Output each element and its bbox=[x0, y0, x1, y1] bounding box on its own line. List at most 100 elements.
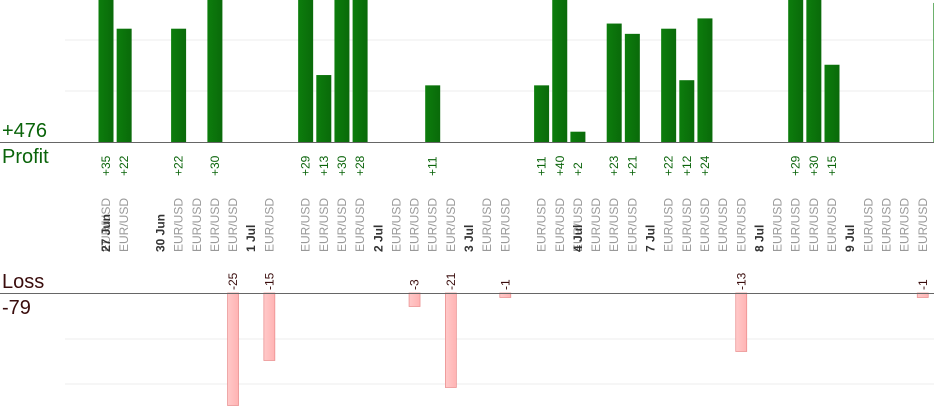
trade-pair-label: EUR/USD bbox=[408, 198, 422, 252]
trade-pair-label: EUR/USD bbox=[99, 198, 113, 252]
trade-pair-label: EUR/USD bbox=[680, 198, 694, 252]
profit-bar bbox=[697, 18, 713, 142]
trade-pair-label: EUR/USD bbox=[389, 198, 403, 252]
trade-pair-label: EUR/USD bbox=[480, 198, 494, 252]
trade-pair-label: EUR/USD bbox=[625, 198, 639, 252]
profit-value-label: +21 bbox=[625, 155, 639, 176]
profit-value-label: +2 bbox=[571, 162, 585, 176]
profit-bar bbox=[679, 80, 695, 142]
date-label: 2 Jul bbox=[371, 225, 385, 252]
date-label: 3 Jul bbox=[462, 225, 476, 252]
loss-value-label: -3 bbox=[408, 279, 422, 290]
loss-value-label: -1 bbox=[498, 279, 512, 290]
profit-value-label: +22 bbox=[172, 155, 186, 176]
trade-pair-label: EUR/USD bbox=[771, 198, 785, 252]
trade-pair-label: EUR/USD bbox=[662, 198, 676, 252]
profit-bar bbox=[606, 23, 622, 142]
trade-pair-label: EUR/USD bbox=[426, 198, 440, 252]
profit-bar bbox=[207, 0, 223, 142]
trade-pair-label: EUR/USD bbox=[916, 198, 930, 252]
loss-value-label: -15 bbox=[262, 272, 276, 290]
trade-pair-label: EUR/USD bbox=[607, 198, 621, 252]
profit-value-label: +29 bbox=[789, 155, 803, 176]
trade-pair-label: EUR/USD bbox=[208, 198, 222, 252]
profit-bar bbox=[806, 0, 822, 142]
trade-pair-label: EUR/USD bbox=[571, 198, 585, 252]
date-label: 30 Jun bbox=[153, 214, 167, 252]
profit-bar bbox=[316, 75, 332, 142]
profit-bar bbox=[298, 0, 314, 142]
trade-pair-label: EUR/USD bbox=[734, 198, 748, 252]
profit-bar bbox=[425, 85, 441, 142]
trade-pair-label: EUR/USD bbox=[825, 198, 839, 252]
date-label: 8 Jul bbox=[752, 225, 766, 252]
loss-value-label: -13 bbox=[734, 272, 748, 290]
trade-pair-label: EUR/USD bbox=[861, 198, 875, 252]
trade-bars bbox=[98, 0, 934, 406]
profit-bar bbox=[352, 0, 368, 142]
profit-value-label: +28 bbox=[353, 155, 367, 176]
trade-pair-label: EUR/USD bbox=[807, 198, 821, 252]
date-label: 27 Jun bbox=[99, 214, 113, 252]
profit-value-label: +11 bbox=[426, 156, 440, 176]
loss-bar bbox=[735, 292, 748, 352]
baselines bbox=[0, 142, 934, 294]
profit-label: Profit bbox=[2, 146, 49, 168]
date-label: 9 Jul bbox=[843, 225, 857, 252]
trade-pair-label: EUR/USD bbox=[879, 198, 893, 252]
trade-pair-label: EUR/USD bbox=[353, 198, 367, 252]
loss-bar bbox=[445, 292, 457, 388]
profit-value-label: +29 bbox=[299, 155, 313, 176]
profit-bar bbox=[334, 0, 350, 142]
profit-bar bbox=[116, 28, 132, 143]
profit-value-label: +13 bbox=[317, 155, 331, 176]
profit-bar bbox=[788, 0, 804, 142]
profit-value-label: +35 bbox=[99, 155, 113, 176]
loss-value-label: -21 bbox=[444, 272, 458, 290]
trade-pair-label: EUR/USD bbox=[589, 198, 603, 252]
trade-pair-label: EUR/USD bbox=[299, 198, 313, 252]
profit-value-label: +23 bbox=[607, 155, 621, 176]
trade-pair-label: EUR/USD bbox=[117, 198, 131, 252]
loss-total: -79 bbox=[2, 297, 31, 319]
loss-bar bbox=[227, 292, 239, 406]
trade-pair-label: EUR/USD bbox=[317, 198, 331, 252]
profit-bar bbox=[534, 85, 550, 142]
trade-pair-label: EUR/USD bbox=[535, 198, 549, 252]
loss-value-label: -1 bbox=[916, 279, 930, 290]
profit-bar bbox=[661, 28, 677, 143]
profit-bar bbox=[552, 0, 568, 142]
profit-bar bbox=[171, 28, 187, 143]
profit-value-label: +11 bbox=[535, 156, 549, 176]
profit-value-label: +30 bbox=[335, 155, 349, 176]
trade-pair-label: EUR/USD bbox=[553, 198, 567, 252]
trade-pair-label: EUR/USD bbox=[898, 198, 912, 252]
loss-value-label: -25 bbox=[226, 272, 240, 290]
profit-bar bbox=[824, 64, 840, 142]
profit-value-label: +40 bbox=[553, 155, 567, 176]
trade-pair-label: EUR/USD bbox=[498, 198, 512, 252]
profit-value-label: +22 bbox=[662, 155, 676, 176]
profit-value-label: +22 bbox=[117, 155, 131, 176]
loss-bar bbox=[263, 292, 276, 361]
profit-total: +476 bbox=[2, 120, 48, 142]
profit-value-label: +24 bbox=[698, 155, 712, 176]
date-label: 7 Jul bbox=[644, 225, 658, 252]
loss-label: Loss bbox=[2, 271, 45, 293]
profit-value-label: +12 bbox=[680, 155, 694, 176]
profit-bar bbox=[98, 0, 114, 142]
trade-pair-label: EUR/USD bbox=[789, 198, 803, 252]
trade-pair-label: EUR/USD bbox=[262, 198, 276, 252]
trade-pair-label: EUR/USD bbox=[335, 198, 349, 252]
profit-value-label: +30 bbox=[807, 155, 821, 176]
profit-bar bbox=[570, 131, 586, 142]
loss-bar bbox=[408, 292, 421, 307]
profit-value-label: +15 bbox=[825, 155, 839, 176]
trade-pair-label: EUR/USD bbox=[698, 198, 712, 252]
profit-bar bbox=[624, 33, 640, 142]
date-label: 4 Jul bbox=[571, 225, 585, 252]
profit-value-label: +30 bbox=[208, 155, 222, 176]
date-label: 1 Jul bbox=[244, 225, 258, 252]
trade-labels: EUR/USD +35 EUR/USD +22 EUR/USD +22 EUR/USD EUR… bbox=[99, 155, 934, 290]
